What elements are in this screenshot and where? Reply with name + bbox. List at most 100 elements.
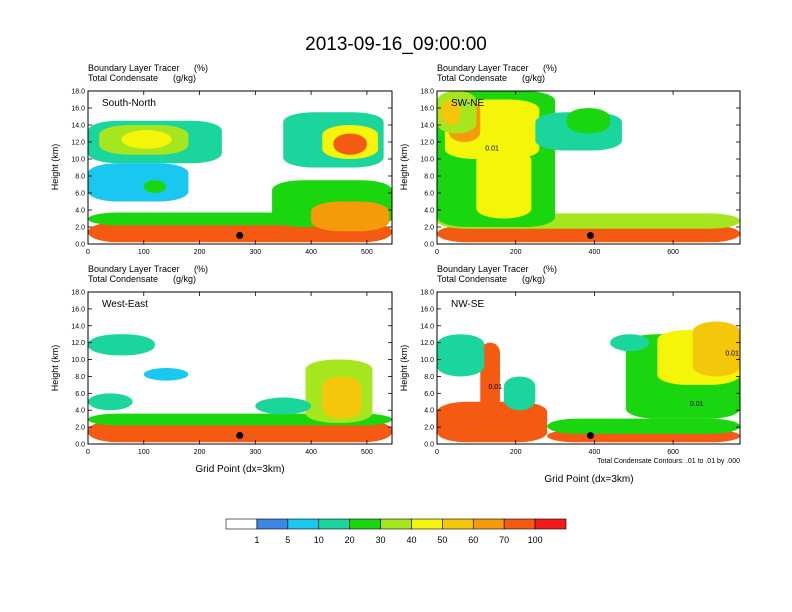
x-tick-label: 200 [510, 449, 522, 456]
location-marker [586, 432, 594, 440]
x-tick-label: 500 [361, 449, 373, 456]
tracer-field-region [88, 334, 155, 356]
y-tick-label: 4.0 [75, 408, 85, 415]
x-tick-label: 600 [667, 249, 679, 256]
y-tick-label: 8.0 [424, 374, 434, 381]
y-axis-label: Height (km) [50, 345, 60, 392]
x-axis-label: Grid Point (dx=3km) [195, 464, 284, 475]
panel-title-condensate-unit: (g/kg) [173, 73, 196, 83]
tracer-field-region [547, 418, 740, 434]
location-marker [236, 432, 244, 440]
panel-label: SW-NE [451, 98, 484, 109]
x-tick-label: 400 [305, 249, 317, 256]
y-tick-label: 10.0 [71, 157, 85, 164]
tracer-field-region [476, 150, 532, 219]
tracer-field-region [121, 130, 172, 149]
plot-area: 0 200 400 600 0.0 2.0 4.0 6.0 8.0 10.0 12.0 14.0 16.… [420, 89, 741, 256]
tracer-field-region [566, 108, 611, 134]
y-tick-label: 2.0 [75, 425, 85, 432]
panel-sw-ne: Boundary Layer Tracer (%) Total Condensa… [399, 63, 741, 256]
x-tick-label: 200 [194, 249, 206, 256]
location-marker [236, 232, 244, 239]
tracer-field-region [143, 368, 189, 381]
tracer-field-region [480, 342, 500, 440]
tracer-field-region [143, 180, 167, 193]
colorbar-label: 5 [285, 535, 290, 545]
y-tick-label: 6.0 [424, 391, 434, 398]
y-tick-label: 16.0 [420, 306, 434, 313]
panel-label: South-North [102, 98, 156, 109]
plot-frame [87, 90, 393, 245]
colorbar-label: 70 [499, 535, 509, 545]
tracer-field-region [692, 321, 740, 377]
y-tick-label: 18.0 [71, 290, 85, 297]
panel-title-tracer-unit: (%) [543, 264, 557, 274]
plot-frame [436, 90, 741, 245]
panel-title-condensate-unit: (g/kg) [522, 73, 545, 83]
x-tick-label: 400 [589, 249, 601, 256]
y-tick-label: 4.0 [424, 208, 434, 215]
colorbar-label: 20 [345, 535, 355, 545]
panel-label: West-East [102, 299, 148, 310]
x-tick-label: 100 [138, 449, 150, 456]
y-axis-label: Height (km) [50, 144, 60, 191]
colorbar-label: 40 [406, 535, 416, 545]
y-tick-label: 14.0 [71, 123, 85, 130]
panel-title-tracer-unit: (%) [194, 264, 208, 274]
x-tick-label: 0 [435, 249, 439, 256]
panel-title-tracer: Boundary Layer Tracer [437, 264, 529, 274]
y-tick-label: 2.0 [424, 225, 434, 232]
y-tick-label: 18.0 [420, 89, 434, 96]
plot-frame [87, 291, 393, 445]
colorbar-swatch [503, 518, 536, 530]
panel-south-north: Boundary Layer Tracer (%) Total Condensa… [50, 63, 393, 256]
y-tick-label: 12.0 [420, 140, 434, 147]
colorbar-swatch [287, 518, 320, 530]
tracer-field-region [88, 163, 189, 202]
contour-label: 0.01 [725, 350, 739, 357]
colorbar-label: 50 [437, 535, 447, 545]
x-tick-label: 0 [435, 449, 439, 456]
tracer-field-region [437, 334, 485, 377]
panel-label: NW-SE [451, 299, 484, 310]
y-tick-label: 6.0 [424, 191, 434, 198]
y-tick-label: 8.0 [75, 374, 85, 381]
colorbar-swatch [442, 518, 474, 530]
panel-title-condensate-unit: (g/kg) [522, 274, 545, 284]
tracer-field-region [88, 393, 133, 411]
figure-title: 2013-09-16_09:00:00 [305, 34, 487, 55]
tracer-field-region [503, 376, 536, 411]
x-axis-label: Grid Point (dx=3km) [544, 474, 633, 485]
panel-title-condensate: Total Condensate [88, 73, 158, 83]
tracer-field-region [322, 376, 362, 419]
y-tick-label: 16.0 [71, 106, 85, 113]
tracer-field-region [255, 397, 312, 415]
colorbar-swatch [380, 518, 412, 530]
panel-title-tracer-unit: (%) [194, 63, 208, 73]
x-tick-label: 600 [667, 449, 679, 456]
colorbar-swatch [256, 518, 289, 530]
y-tick-label: 4.0 [424, 408, 434, 415]
y-tick-label: 10.0 [420, 357, 434, 364]
colorbar-swatch [225, 518, 258, 530]
panel-title-condensate: Total Condensate [437, 274, 507, 284]
tracer-field-region [333, 133, 367, 155]
y-tick-label: 14.0 [420, 323, 434, 330]
location-marker [586, 232, 594, 239]
y-tick-label: 18.0 [420, 290, 434, 297]
panel-title-condensate-unit: (g/kg) [173, 274, 196, 284]
x-tick-label: 0 [86, 249, 90, 256]
y-tick-label: 12.0 [71, 340, 85, 347]
x-tick-label: 300 [249, 249, 261, 256]
panel-west-east: Boundary Layer Tracer (%) Total Condensa… [50, 264, 393, 475]
colorbar-swatch [318, 518, 350, 530]
x-tick-label: 500 [361, 249, 373, 256]
plot-area: 0 200 400 600 0.0 2.0 4.0 6.0 8.0 10.0 12.0 14.0 16.… [420, 290, 741, 456]
x-tick-label: 0 [86, 449, 90, 456]
plot-area: 0 100 200 300 400 500 0.0 2.0 4.0 6.0 8.0 10.0 12.0 1… [71, 290, 393, 456]
x-tick-label: 400 [589, 449, 601, 456]
y-tick-label: 12.0 [420, 340, 434, 347]
x-tick-label: 100 [138, 249, 150, 256]
panel-title-condensate: Total Condensate [437, 73, 507, 83]
